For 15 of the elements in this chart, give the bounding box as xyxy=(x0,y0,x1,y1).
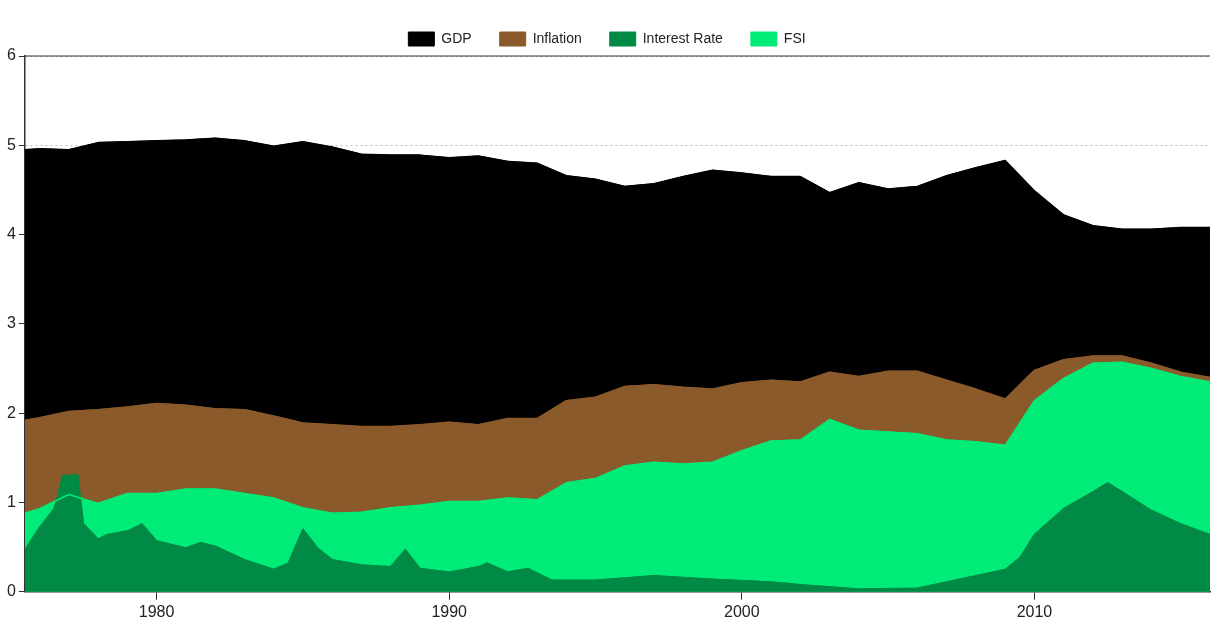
x-tick-label: 2010 xyxy=(1016,602,1053,620)
y-tick-label: 0 xyxy=(6,582,16,600)
y-tick-label: 2 xyxy=(6,403,16,421)
x-tick-label: 2000 xyxy=(724,602,760,620)
legend-label: Inflation xyxy=(532,29,582,46)
legend-label: GDP xyxy=(441,29,472,46)
legend-label: FSI xyxy=(783,29,806,46)
y-tick-label: 6 xyxy=(6,46,16,64)
x-tick-label: 1980 xyxy=(138,602,175,620)
y-tick-label: 3 xyxy=(6,314,16,332)
y-tick-label: 5 xyxy=(6,135,16,153)
x-tick-label: 1990 xyxy=(431,602,468,620)
legend-label: Interest Rate xyxy=(642,29,724,46)
y-tick-label: 4 xyxy=(6,225,16,243)
y-tick-label: 1 xyxy=(6,492,16,510)
